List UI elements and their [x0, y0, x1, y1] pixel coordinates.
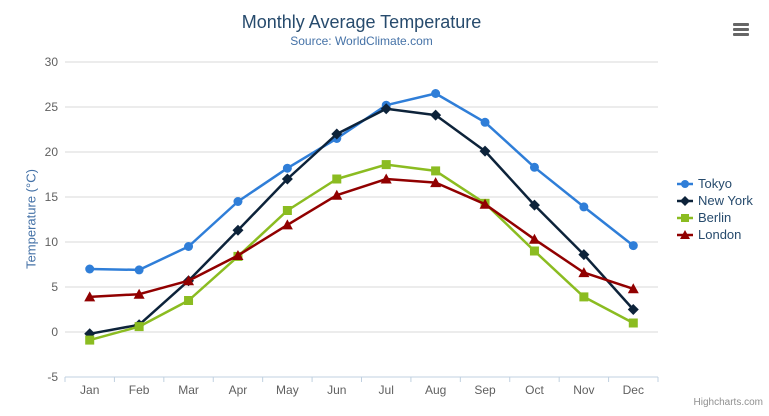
legend-item-tokyo[interactable]: Tokyo: [677, 176, 753, 191]
legend: Tokyo New York Berlin London: [677, 176, 753, 242]
x-axis-label: Nov: [573, 383, 594, 397]
legend-item-new-york[interactable]: New York: [677, 193, 753, 208]
series-point-london[interactable]: [133, 288, 145, 299]
series-point-tokyo[interactable]: [233, 197, 243, 206]
legend-marker-london[interactable]: [680, 229, 690, 239]
x-axis-label: Jan: [80, 383, 99, 397]
series-point-new-york[interactable]: [232, 224, 244, 236]
series-point-tokyo[interactable]: [282, 163, 292, 173]
x-axis-label: Aug: [425, 383, 446, 397]
series-point-london[interactable]: [627, 283, 639, 294]
series-point-tokyo[interactable]: [431, 89, 441, 98]
series-point-new-york[interactable]: [479, 145, 491, 157]
series-point-berlin[interactable]: [529, 246, 539, 256]
y-axis-label: -5: [47, 370, 58, 384]
x-axis-label: May: [276, 383, 299, 397]
series-point-new-york[interactable]: [430, 109, 442, 121]
legend-marker-berlin[interactable]: [681, 213, 689, 222]
chart-subtitle: Source: WorldClimate.com: [290, 34, 433, 48]
series-point-berlin[interactable]: [85, 335, 95, 345]
series-line-london[interactable]: [88, 177, 635, 299]
square-marker-icon: [677, 213, 693, 222]
menu-bar: [733, 33, 749, 36]
menu-bar: [733, 28, 749, 31]
series-point-berlin[interactable]: [381, 160, 391, 170]
x-axis-label: Sep: [474, 383, 496, 397]
y-axis-label: 0: [51, 325, 58, 339]
x-axis-label: Oct: [525, 383, 544, 397]
series-point-london[interactable]: [84, 291, 96, 302]
series-line-tokyo[interactable]: [88, 92, 635, 272]
x-axis-label: Dec: [623, 383, 644, 397]
credits-link[interactable]: Highcharts.com: [693, 397, 763, 408]
legend-item-london[interactable]: London: [677, 227, 753, 242]
series-new-york: [84, 103, 639, 340]
x-axis-label: Mar: [178, 383, 199, 397]
series-point-berlin[interactable]: [184, 296, 194, 305]
series-point-berlin[interactable]: [134, 322, 144, 332]
legend-label: New York: [698, 193, 753, 208]
series-point-berlin[interactable]: [282, 206, 292, 215]
circle-marker-icon: [677, 179, 693, 188]
series-line-new-york[interactable]: [88, 107, 635, 336]
legend-label: Berlin: [698, 210, 732, 225]
triangle-marker-icon: [677, 229, 693, 239]
series-point-tokyo[interactable]: [184, 242, 194, 251]
y-axis-label: 10: [45, 235, 59, 249]
y-axis-label: 15: [45, 190, 59, 204]
series-point-new-york[interactable]: [627, 304, 639, 315]
series-line-berlin[interactable]: [88, 163, 635, 342]
series-point-berlin[interactable]: [431, 166, 441, 176]
series-point-new-york[interactable]: [331, 128, 343, 140]
series-point-new-york[interactable]: [528, 199, 540, 211]
chart-title: Monthly Average Temperature: [241, 12, 482, 32]
series-point-london[interactable]: [183, 275, 195, 286]
series-point-london[interactable]: [430, 177, 442, 188]
series-point-berlin[interactable]: [332, 174, 342, 184]
legend-marker-new-york[interactable]: [680, 195, 690, 206]
y-axis-label: 30: [45, 55, 59, 69]
series-point-tokyo[interactable]: [529, 162, 539, 172]
x-axis-label: Feb: [129, 383, 150, 397]
series-point-tokyo[interactable]: [134, 265, 144, 275]
series-point-london[interactable]: [232, 250, 244, 260]
series-point-new-york[interactable]: [281, 173, 293, 185]
series-point-london[interactable]: [528, 233, 540, 244]
diamond-marker-icon: [677, 195, 693, 206]
series-point-tokyo[interactable]: [628, 241, 638, 251]
series-point-london[interactable]: [331, 189, 343, 200]
y-axis-title: Temperature (°C): [23, 169, 39, 269]
series-point-london[interactable]: [380, 173, 392, 184]
series-point-new-york[interactable]: [380, 103, 392, 115]
legend-label: London: [698, 227, 742, 242]
series-point-berlin[interactable]: [628, 318, 638, 328]
legend-label: Tokyo: [698, 176, 732, 191]
y-axis-label: 25: [45, 100, 59, 114]
menu-bar: [733, 23, 749, 26]
y-axis-label: 20: [45, 145, 59, 159]
series-point-tokyo[interactable]: [85, 264, 95, 274]
series-point-tokyo[interactable]: [579, 202, 589, 212]
x-axis-label: Jul: [379, 383, 394, 397]
hamburger-menu-icon[interactable]: [730, 20, 752, 39]
series-point-berlin[interactable]: [579, 292, 589, 302]
series-london: [84, 173, 639, 302]
series-point-london[interactable]: [578, 267, 590, 278]
series-point-london[interactable]: [281, 219, 293, 230]
legend-item-berlin[interactable]: Berlin: [677, 210, 753, 225]
series-point-london[interactable]: [479, 198, 491, 209]
legend-marker-tokyo[interactable]: [681, 179, 689, 188]
y-axis-label: 5: [51, 280, 58, 294]
series-point-new-york[interactable]: [578, 249, 590, 261]
series-tokyo: [85, 89, 638, 275]
x-axis-label: Apr: [229, 383, 248, 397]
x-axis-label: Jun: [327, 383, 346, 397]
series-point-tokyo[interactable]: [480, 117, 490, 127]
